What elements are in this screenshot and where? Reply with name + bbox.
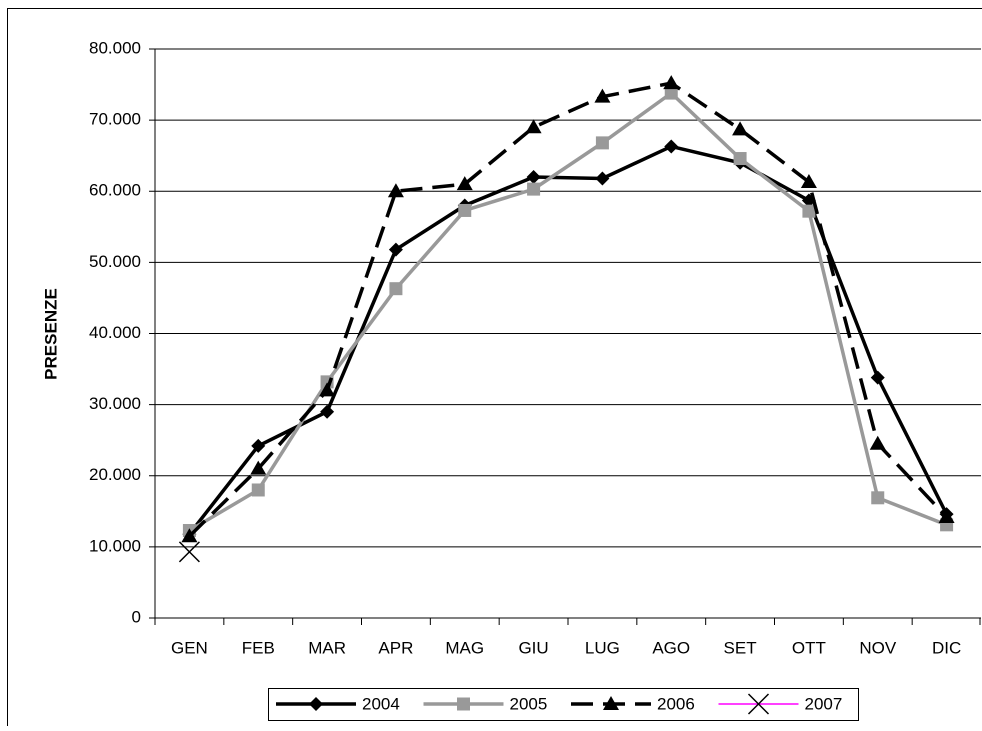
x-tick-label: MAG [445,638,484,657]
point-marker [802,205,815,218]
x-tick-label: OTT [792,638,826,657]
y-tick-label: 70.000 [89,110,141,129]
x-tick-label: MAR [308,638,346,657]
legend-label: 2004 [362,694,400,713]
y-tick-label: 60.000 [89,181,141,200]
point-marker [458,204,471,217]
point-marker [734,152,747,165]
point-marker [871,491,884,504]
y-tick-label: 50.000 [89,252,141,271]
y-tick-label: 10.000 [89,536,141,555]
y-tick-label: 30.000 [89,394,141,413]
x-tick-label: LUG [585,638,620,657]
x-tick-label: DIC [932,638,961,657]
x-tick-label: AGO [652,638,690,657]
point-marker [389,282,402,295]
legend-label: 2006 [657,694,695,713]
x-tick-label: SET [724,638,757,657]
point-marker [596,136,609,149]
y-tick-label: 40.000 [89,323,141,342]
point-marker [252,483,265,496]
point-marker [527,183,540,196]
x-tick-label: GIU [518,638,548,657]
x-tick-label: FEB [242,638,275,657]
x-tick-label: GEN [171,638,208,657]
legend-label: 2005 [510,694,548,713]
legend-marker [457,698,470,711]
x-tick-label: APR [378,638,413,657]
y-axis-label: PRESENZE [41,288,60,380]
legend-label: 2007 [805,694,843,713]
y-tick-label: 80.000 [89,38,141,57]
y-tick-label: 20.000 [89,465,141,484]
x-tick-label: NOV [859,638,897,657]
y-tick-label: 0 [132,607,141,626]
